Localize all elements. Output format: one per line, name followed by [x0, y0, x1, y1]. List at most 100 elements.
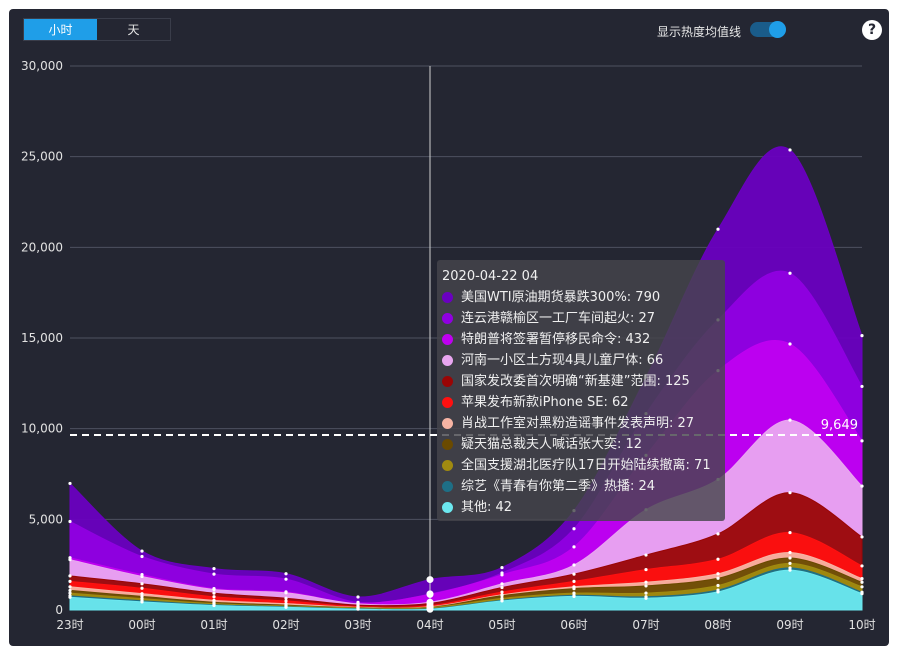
tooltip-row-text: 全国支援湖北医疗队17日开始陆续撤离: 71	[461, 458, 711, 473]
data-point	[284, 572, 288, 576]
mean-line-toggle[interactable]	[750, 21, 786, 38]
toggle-knob	[769, 21, 786, 38]
x-tick-label: 08时	[704, 618, 731, 632]
data-point	[500, 565, 504, 570]
data-point	[644, 584, 648, 588]
mean-line-label: 9,649	[821, 418, 858, 433]
data-point	[212, 595, 216, 599]
data-point	[788, 566, 792, 570]
x-tick-label: 09时	[776, 618, 803, 632]
data-point	[788, 530, 792, 535]
data-point	[788, 148, 792, 152]
data-point	[68, 574, 72, 578]
data-point	[860, 439, 864, 443]
tab-day[interactable]: 天	[127, 23, 140, 37]
tooltip-row: 河南一小区土方现4具儿童尸体: 66	[442, 350, 719, 371]
hover-point	[426, 598, 434, 606]
data-point	[860, 590, 864, 594]
tooltip-row: 综艺《青春有你第二季》热播: 24	[442, 476, 719, 497]
data-point	[500, 571, 504, 575]
data-point	[788, 550, 792, 555]
legend-dot-icon	[442, 439, 453, 450]
data-point	[68, 579, 72, 583]
tooltip-row-text: 美国WTI原油期货暴跌300%: 790	[461, 290, 661, 305]
data-point	[500, 582, 504, 586]
tab-hour[interactable]: 小时	[24, 19, 97, 40]
data-point	[644, 567, 648, 572]
y-tick-label: 30,000	[21, 59, 63, 73]
series-area	[69, 569, 863, 611]
data-point	[212, 587, 216, 591]
x-tick-label: 02时	[272, 618, 299, 632]
x-tick-label: 06时	[560, 618, 587, 632]
data-point	[716, 227, 720, 231]
data-point	[68, 481, 72, 486]
x-tick-label: 10时	[848, 618, 875, 632]
data-point	[572, 579, 576, 583]
data-point	[788, 342, 792, 346]
data-point	[644, 553, 648, 557]
data-point	[572, 527, 576, 531]
tooltip-row-text: 苹果发布新款iPhone SE: 62	[461, 395, 629, 410]
tooltip-row-text: 疑天猫总裁夫人喊话张大奕: 12	[461, 437, 643, 452]
tooltip-row-text: 河南一小区土方现4具儿童尸体: 66	[461, 353, 664, 368]
x-tick-label: 05时	[488, 618, 515, 632]
data-point	[140, 573, 144, 577]
data-point	[140, 554, 144, 559]
y-tick-label: 5,000	[29, 512, 63, 526]
help-icon[interactable]: ?	[862, 20, 882, 40]
tooltip-row: 肖战工作室对黑粉造谣事件发表声明: 27	[442, 413, 719, 434]
data-point	[572, 572, 576, 576]
x-tick-label: 00时	[128, 618, 155, 632]
hover-point	[426, 590, 434, 598]
data-point	[572, 585, 576, 589]
tooltip-row: 疑天猫总裁夫人喊话张大奕: 12	[442, 434, 719, 455]
data-point	[644, 595, 648, 599]
data-point	[212, 567, 216, 571]
legend-dot-icon	[442, 481, 453, 492]
data-point	[356, 595, 360, 599]
data-point	[860, 585, 864, 589]
data-point	[860, 384, 864, 389]
data-point	[716, 532, 720, 536]
data-point	[860, 580, 864, 584]
data-point	[356, 600, 360, 604]
tooltip-row-text: 综艺《青春有你第二季》热播: 24	[461, 479, 656, 494]
x-tick-label: 23时	[56, 618, 83, 632]
data-point	[572, 591, 576, 595]
x-tick-label: 04时	[416, 618, 443, 632]
data-point	[860, 334, 864, 338]
data-point	[788, 271, 792, 275]
y-tick-label: 15,000	[21, 331, 63, 345]
data-point	[140, 592, 144, 596]
data-point	[716, 588, 720, 592]
data-point	[140, 549, 144, 553]
legend-dot-icon	[442, 502, 453, 513]
legend-dot-icon	[442, 418, 453, 429]
y-tick-label: 0	[55, 603, 63, 617]
data-point	[860, 577, 864, 581]
data-point	[788, 561, 792, 565]
tooltip-row: 特朗普将签署暂停移民命令: 432	[442, 329, 719, 350]
data-point	[716, 576, 720, 580]
data-point	[212, 598, 216, 602]
legend-dot-icon	[442, 355, 453, 366]
data-point	[500, 585, 504, 590]
tooltip-row-text: 连云港赣榆区一工厂车间起火: 27	[461, 311, 656, 326]
data-point	[788, 491, 792, 495]
legend-dot-icon	[442, 313, 453, 324]
hover-point	[426, 576, 434, 584]
legend-dot-icon	[442, 334, 453, 345]
data-point	[68, 594, 72, 598]
y-tick-label: 10,000	[21, 422, 63, 436]
legend-dot-icon	[442, 460, 453, 471]
data-point	[140, 594, 144, 599]
x-tick-label: 01时	[200, 618, 227, 632]
tooltip-row: 其他: 42	[442, 497, 719, 518]
data-point	[716, 572, 720, 576]
y-tick-label: 20,000	[21, 240, 63, 254]
data-point	[212, 572, 216, 576]
data-point	[284, 602, 288, 606]
data-point	[644, 591, 648, 595]
data-point	[644, 580, 648, 584]
